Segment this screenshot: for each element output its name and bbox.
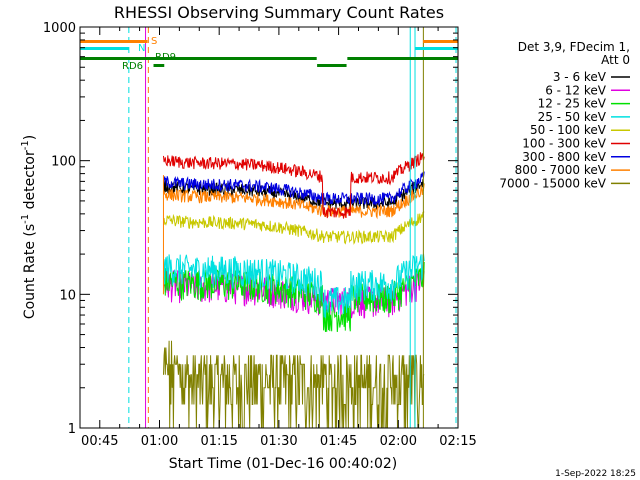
flag-bar-saa-late [422, 40, 458, 43]
legend-entry-label: 50 - 100 keV [530, 123, 607, 137]
x-axis-ticks: 00:45 01:00 01:15 01:30 01:45 02:00 02:15 [81, 27, 477, 449]
plot-frame [79, 26, 459, 429]
legend-entry-label: 25 - 50 keV [538, 110, 607, 124]
series-line [163, 253, 425, 318]
flag-bar-night [80, 47, 129, 50]
legend-entry-label: 12 - 25 keV [538, 97, 607, 111]
y-tick-label: 1 [68, 422, 76, 437]
x-tick-label: 01:00 [141, 434, 178, 449]
flag-label: RD6 [122, 61, 143, 72]
legend-entry-label: 300 - 800 keV [522, 150, 606, 164]
legend-entry-label: 800 - 7000 keV [515, 163, 607, 177]
x-tick-label: 01:15 [200, 434, 237, 449]
timestamp: 1-Sep-2022 18:25 [555, 469, 636, 479]
x-tick-label: 02:15 [439, 434, 476, 449]
series-line [163, 211, 425, 245]
y-axis-ticks: 1 10 100 1000 [43, 21, 458, 437]
y-tick-label: 100 [51, 155, 76, 170]
flag-label: N [138, 43, 145, 54]
legend-header-line-2: Att 0 [601, 53, 630, 67]
y-tick-label: 10 [59, 288, 76, 303]
legend-entry-label: 3 - 6 keV [553, 70, 607, 84]
flag-bar-rd6-late [347, 57, 458, 60]
series-line [163, 340, 425, 428]
flag-label: S [151, 36, 157, 47]
y-tick-label: 1000 [43, 21, 76, 36]
series-line [163, 171, 425, 206]
y-axis-label: Count Rate (s-1 detector-1) [20, 135, 38, 319]
flag-bar-rd6-gap [317, 64, 347, 67]
legend-entry-label: 6 - 12 keV [545, 83, 607, 97]
x-tick-label: 00:45 [81, 434, 118, 449]
legend-entry-label: 7000 - 15000 keV [499, 176, 606, 190]
plot-area: SN RD6 RD9 [79, 26, 459, 429]
x-tick-label: 01:30 [260, 434, 297, 449]
flag-bar-night-late [415, 47, 458, 50]
flag-bar-rd6 [80, 57, 317, 60]
x-axis-label: Start Time (01-Dec-16 00:40:02) [169, 456, 397, 472]
flag-label: RD9 [155, 52, 176, 63]
series-line [163, 152, 425, 219]
flag-bar-rd9 [153, 64, 165, 67]
x-tick-label: 01:45 [320, 434, 357, 449]
legend-header-line-1: Det 3,9, FDecim 1, [518, 40, 630, 54]
x-tick-label: 02:00 [380, 434, 417, 449]
chart-title: RHESSI Observing Summary Count Rates [114, 3, 444, 22]
plot-inner [80, 27, 458, 428]
series-line [163, 183, 425, 220]
flag-bar-saa [80, 40, 148, 43]
legend-entry-label: 100 - 300 keV [522, 137, 606, 151]
